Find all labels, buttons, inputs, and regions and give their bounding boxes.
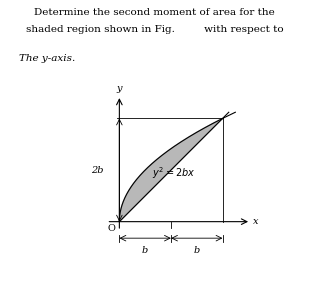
- Text: The y-axis.: The y-axis.: [19, 54, 75, 63]
- Text: x: x: [252, 217, 258, 226]
- Text: $y^2 = 2bx$: $y^2 = 2bx$: [152, 165, 195, 181]
- Text: Determine the second moment of area for the: Determine the second moment of area for …: [34, 8, 275, 18]
- Text: b: b: [194, 246, 200, 255]
- Text: y: y: [116, 84, 122, 93]
- Text: O: O: [108, 224, 116, 233]
- Text: b: b: [142, 246, 148, 255]
- Polygon shape: [119, 119, 222, 222]
- Text: 2b: 2b: [91, 166, 104, 175]
- Text: shaded region shown in Fig.         with respect to: shaded region shown in Fig. with respect…: [26, 25, 283, 35]
